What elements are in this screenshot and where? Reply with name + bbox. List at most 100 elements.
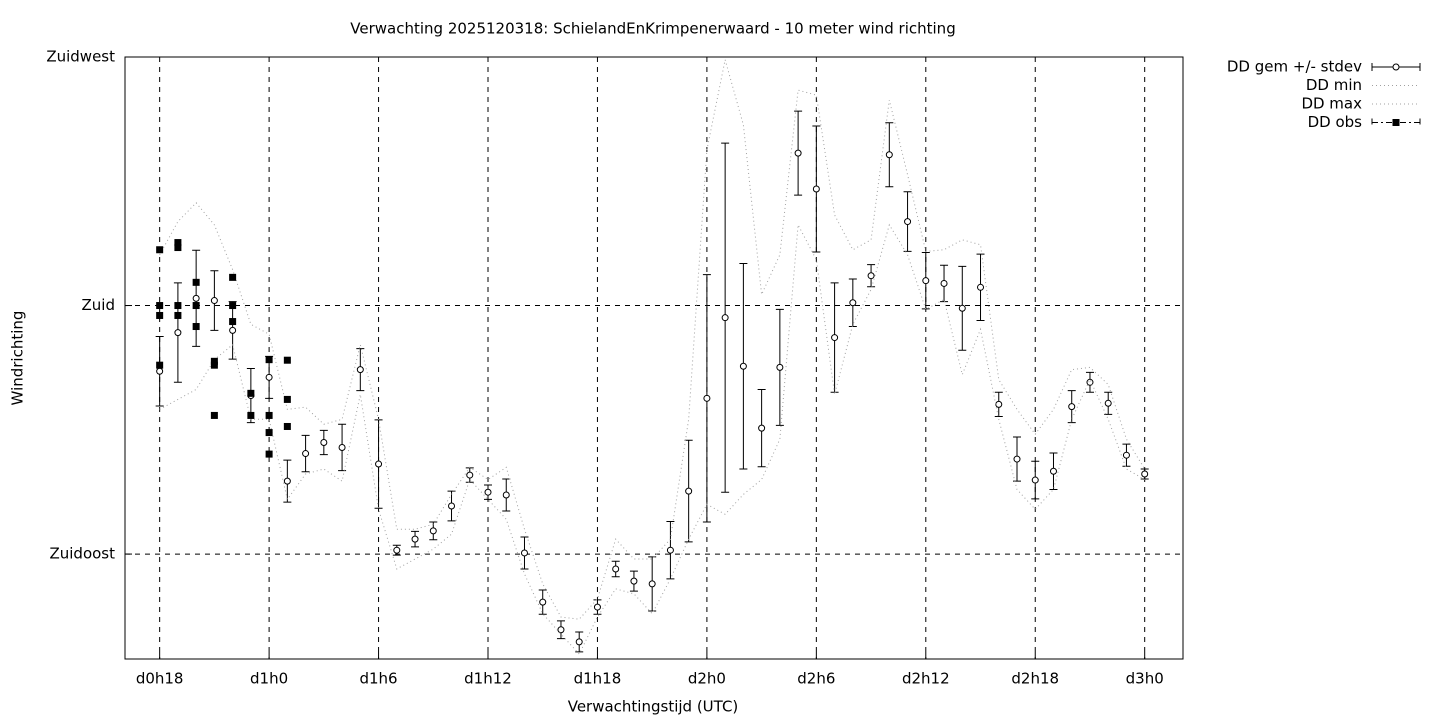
mean-point (502, 491, 510, 499)
mean-point (867, 272, 875, 280)
mean-point (666, 546, 674, 554)
mean-point (156, 367, 164, 375)
mean-point (1068, 403, 1076, 411)
mean-point (1141, 470, 1149, 478)
mean-point (466, 471, 474, 479)
mean-point (794, 149, 802, 157)
mean-point (320, 439, 328, 447)
mean-point (995, 400, 1003, 408)
mean-point (648, 580, 656, 588)
x-tick-label: d2h18 (1011, 670, 1059, 688)
mean-point (1031, 476, 1039, 484)
obs-point (247, 389, 255, 397)
legend-label: DD min (1306, 76, 1362, 94)
obs-point (283, 356, 291, 364)
legend-swatch (1392, 63, 1400, 71)
mean-point (429, 527, 437, 535)
mean-point (758, 424, 766, 432)
mean-point (302, 450, 310, 458)
mean-point (958, 304, 966, 312)
obs-point (265, 356, 273, 364)
mean-point (539, 598, 547, 606)
y-axis-label: Windrichting (9, 311, 27, 406)
mean-point (831, 334, 839, 342)
mean-point (612, 565, 620, 573)
x-axis-label: Verwachtingstijd (UTC) (568, 698, 739, 716)
obs-point (210, 361, 218, 369)
chart-title: Verwachting 2025120318: SchielandEnKrimp… (350, 20, 955, 38)
mean-point (575, 638, 583, 646)
obs-point (174, 239, 182, 247)
y-tick-label: Zuidoost (49, 545, 115, 563)
legend-label: DD obs (1308, 113, 1363, 131)
mean-point (229, 326, 237, 334)
obs-point (265, 450, 273, 458)
obs-point (156, 361, 164, 369)
mean-point (375, 460, 383, 468)
mean-point (1049, 467, 1057, 475)
obs-point (265, 411, 273, 419)
mean-point (739, 362, 747, 370)
obs-point (229, 318, 237, 326)
obs-point (229, 273, 237, 281)
mean-point (812, 185, 820, 193)
x-tick-label: d1h0 (250, 670, 288, 688)
y-tick-label: Zuidwest (46, 48, 115, 66)
mean-point (1013, 455, 1021, 463)
mean-point (1104, 399, 1112, 407)
legend-label: DD gem +/- stdev (1227, 58, 1362, 76)
mean-point (393, 546, 401, 554)
mean-point (922, 277, 930, 285)
line-2 (159, 59, 1146, 620)
x-tick-label: d1h12 (464, 670, 512, 688)
mean-point (356, 366, 364, 374)
x-tick-label: d2h0 (688, 670, 726, 688)
mean-point (1122, 451, 1130, 459)
mean-point (940, 279, 948, 287)
mean-point (849, 299, 857, 307)
mean-point (557, 626, 565, 634)
obs-point (210, 411, 218, 419)
mean-point (174, 329, 182, 337)
x-tick-label: d0h18 (136, 670, 184, 688)
mean-point (1086, 378, 1094, 386)
obs-point (247, 411, 255, 419)
obs-point (192, 323, 200, 331)
obs-point (174, 244, 182, 252)
x-tick-label: d3h0 (1126, 670, 1164, 688)
mean-point (977, 283, 985, 291)
legend-label: DD max (1301, 95, 1362, 113)
mean-point (484, 488, 492, 496)
y-tick-label: Zuid (82, 296, 115, 314)
x-tick-label: d1h18 (574, 670, 622, 688)
mean-point (192, 294, 200, 302)
obs-point (174, 311, 182, 319)
mean-point (448, 502, 456, 510)
obs-point (174, 302, 182, 310)
obs-point (156, 302, 164, 310)
mean-point (904, 218, 912, 226)
mean-point (520, 549, 528, 557)
mean-point (885, 151, 893, 159)
mean-point (338, 443, 346, 451)
line-1 (159, 223, 1145, 655)
obs-point (283, 395, 291, 403)
legend-swatch (1392, 119, 1400, 126)
plot-frame (124, 56, 1184, 660)
mean-point (265, 373, 273, 381)
obs-point (265, 429, 273, 437)
mean-point (685, 487, 693, 495)
mean-point (210, 297, 218, 305)
mean-point (630, 577, 638, 585)
obs-point (192, 302, 200, 310)
mean-point (721, 314, 729, 322)
mean-point (593, 603, 601, 611)
mean-point (776, 363, 784, 371)
obs-point (210, 357, 218, 365)
obs-point (283, 422, 291, 430)
mean-point (283, 477, 291, 485)
x-tick-label: d2h12 (902, 670, 950, 688)
obs-point (156, 246, 164, 254)
obs-point (156, 311, 164, 319)
